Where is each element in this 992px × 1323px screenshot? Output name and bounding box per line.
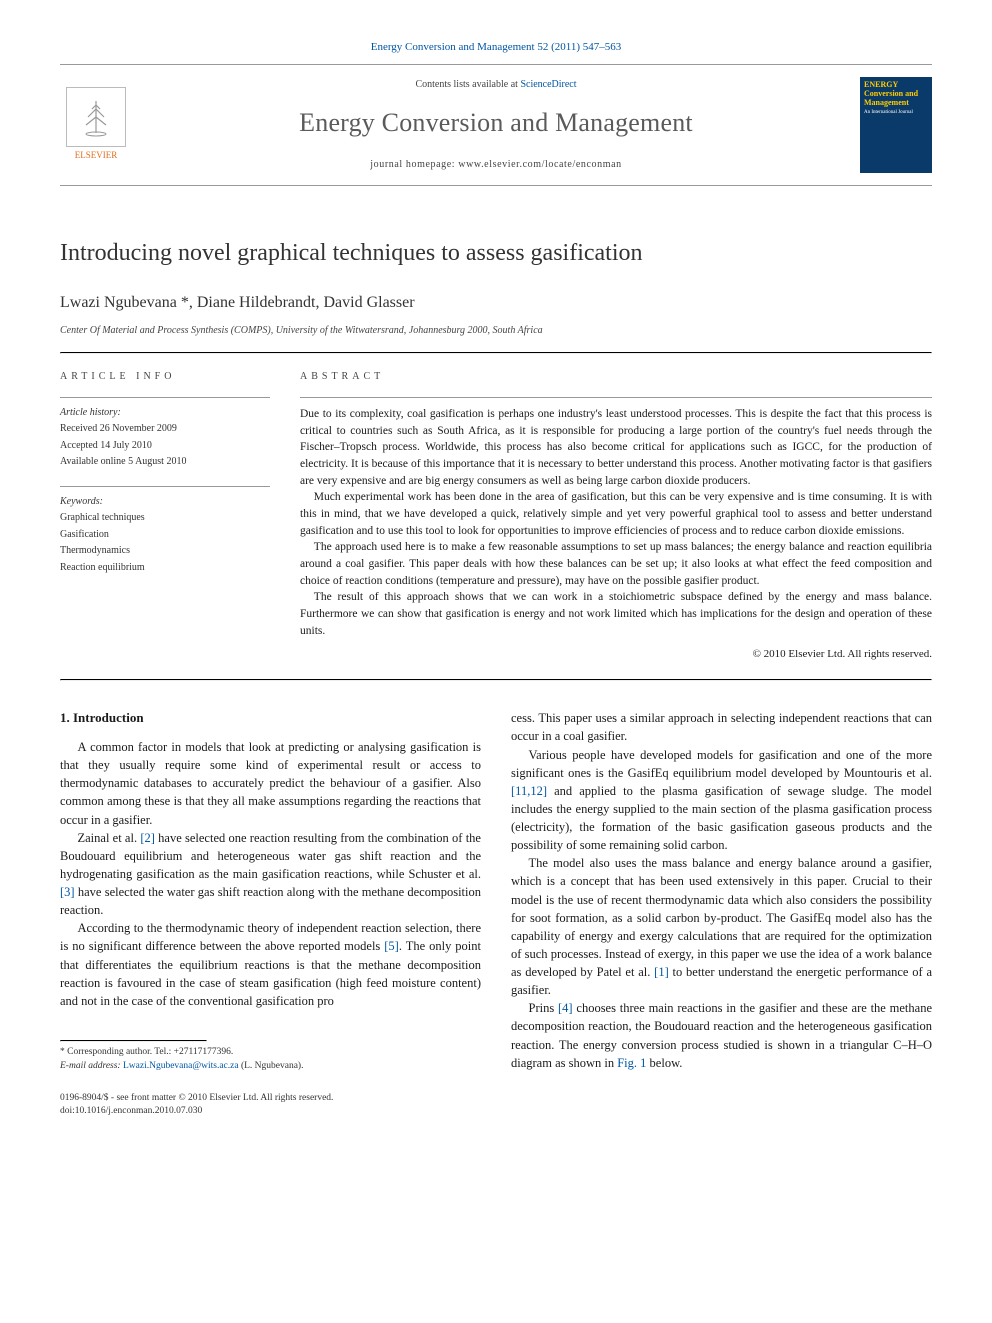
article-info: ARTICLE INFO Article history: Received 2… xyxy=(60,370,270,663)
fig-1-link[interactable]: Fig. 1 xyxy=(617,1056,646,1070)
cover-sub: An International Journal xyxy=(864,109,928,116)
abstract-p2: Much experimental work has been done in … xyxy=(300,489,932,539)
elsevier-label: ELSEVIER xyxy=(60,149,132,162)
body-columns: 1. Introduction A common factor in model… xyxy=(60,709,932,1073)
doi-line: doi:10.1016/j.enconman.2010.07.030 xyxy=(60,1105,932,1119)
footnote-email: E-mail address: Lwazi.Ngubevana@wits.ac.… xyxy=(60,1060,481,1074)
ref-11-12[interactable]: [11,12] xyxy=(511,784,547,798)
rule-after-abstract xyxy=(60,679,932,681)
front-matter-line: 0196-8904/$ - see front matter © 2010 El… xyxy=(60,1092,932,1106)
abstract-p3: The approach used here is to make a few … xyxy=(300,539,932,589)
article-info-head: ARTICLE INFO xyxy=(60,370,270,385)
affiliation: Center Of Material and Process Synthesis… xyxy=(60,324,932,339)
keyword-3: Thermodynamics xyxy=(60,544,270,559)
body-r0: cess. This paper uses a similar approach… xyxy=(511,709,932,745)
homepage-url[interactable]: www.elsevier.com/locate/enconman xyxy=(458,159,622,170)
history-received: Received 26 November 2009 xyxy=(60,422,270,437)
cover-title: ENERGY Conversion and Management xyxy=(864,81,928,107)
abstract-head: ABSTRACT xyxy=(300,370,932,385)
rule-top xyxy=(60,64,932,65)
elsevier-logo: ELSEVIER xyxy=(60,87,132,162)
email-link[interactable]: Lwazi.Ngubevana@wits.ac.za xyxy=(123,1061,239,1071)
body-l2: Zainal et al. [2] have selected one reac… xyxy=(60,829,481,920)
abstract-p1: Due to its complexity, coal gasification… xyxy=(300,406,932,489)
sciencedirect-link[interactable]: ScienceDirect xyxy=(520,79,576,90)
section-1-head: 1. Introduction xyxy=(60,709,481,728)
ref-1[interactable]: [1] xyxy=(654,965,669,979)
ref-4[interactable]: [4] xyxy=(558,1001,573,1015)
rule-meta-1 xyxy=(60,397,270,398)
column-left: 1. Introduction A common factor in model… xyxy=(60,709,481,1073)
keyword-2: Gasification xyxy=(60,528,270,543)
keyword-1: Graphical techniques xyxy=(60,511,270,526)
authors: Lwazi Ngubevana *, Diane Hildebrandt, Da… xyxy=(60,291,932,314)
homepage-line: journal homepage: www.elsevier.com/locat… xyxy=(132,158,860,173)
homepage-prefix: journal homepage: xyxy=(370,159,458,170)
doi-block: 0196-8904/$ - see front matter © 2010 El… xyxy=(60,1092,932,1120)
history-head: Article history: xyxy=(60,406,270,421)
abstract-copyright: © 2010 Elsevier Ltd. All rights reserved… xyxy=(300,647,932,663)
history-accepted: Accepted 14 July 2010 xyxy=(60,439,270,454)
email-suffix: (L. Ngubevana). xyxy=(239,1061,304,1071)
footnote-rule xyxy=(60,1040,207,1042)
page: Energy Conversion and Management 52 (201… xyxy=(0,0,992,1149)
article-title: Introducing novel graphical techniques t… xyxy=(60,236,932,271)
journal-cover-thumb: ENERGY Conversion and Management An Inte… xyxy=(860,77,932,173)
ref-2[interactable]: [2] xyxy=(140,831,155,845)
rule-meta-2 xyxy=(60,486,270,487)
elsevier-tree-icon xyxy=(66,87,126,147)
body-l1: A common factor in models that look at p… xyxy=(60,738,481,829)
keywords-head: Keywords: xyxy=(60,495,270,510)
journal-reference: Energy Conversion and Management 52 (201… xyxy=(60,40,932,56)
rule-abstract xyxy=(300,397,932,398)
body-r3: Prins [4] chooses three main reactions i… xyxy=(511,999,932,1072)
column-right: cess. This paper uses a similar approach… xyxy=(511,709,932,1073)
body-r2: The model also uses the mass balance and… xyxy=(511,854,932,999)
abstract-p4: The result of this approach shows that w… xyxy=(300,589,932,639)
ref-5[interactable]: [5] xyxy=(384,939,399,953)
abstract: ABSTRACT Due to its complexity, coal gas… xyxy=(300,370,932,663)
email-label: E-mail address: xyxy=(60,1061,123,1071)
contents-line: Contents lists available at ScienceDirec… xyxy=(132,78,860,93)
journal-name: Energy Conversion and Management xyxy=(132,104,860,142)
body-l3: According to the thermodynamic theory of… xyxy=(60,919,481,1010)
history-online: Available online 5 August 2010 xyxy=(60,455,270,470)
title-block: Introducing novel graphical techniques t… xyxy=(60,236,932,338)
footnote-corresponding: * Corresponding author. Tel.: +271171773… xyxy=(60,1046,481,1060)
contents-prefix: Contents lists available at xyxy=(415,79,520,90)
ref-3[interactable]: [3] xyxy=(60,885,75,899)
meta-abstract-row: ARTICLE INFO Article history: Received 2… xyxy=(60,354,932,679)
masthead: ELSEVIER Contents lists available at Sci… xyxy=(60,71,932,179)
body-r1: Various people have developed models for… xyxy=(511,746,932,855)
keywords-block: Keywords: Graphical techniques Gasificat… xyxy=(60,486,270,576)
keyword-4: Reaction equilibrium xyxy=(60,561,270,576)
rule-mast-bottom xyxy=(60,185,932,186)
masthead-center: Contents lists available at ScienceDirec… xyxy=(132,78,860,173)
